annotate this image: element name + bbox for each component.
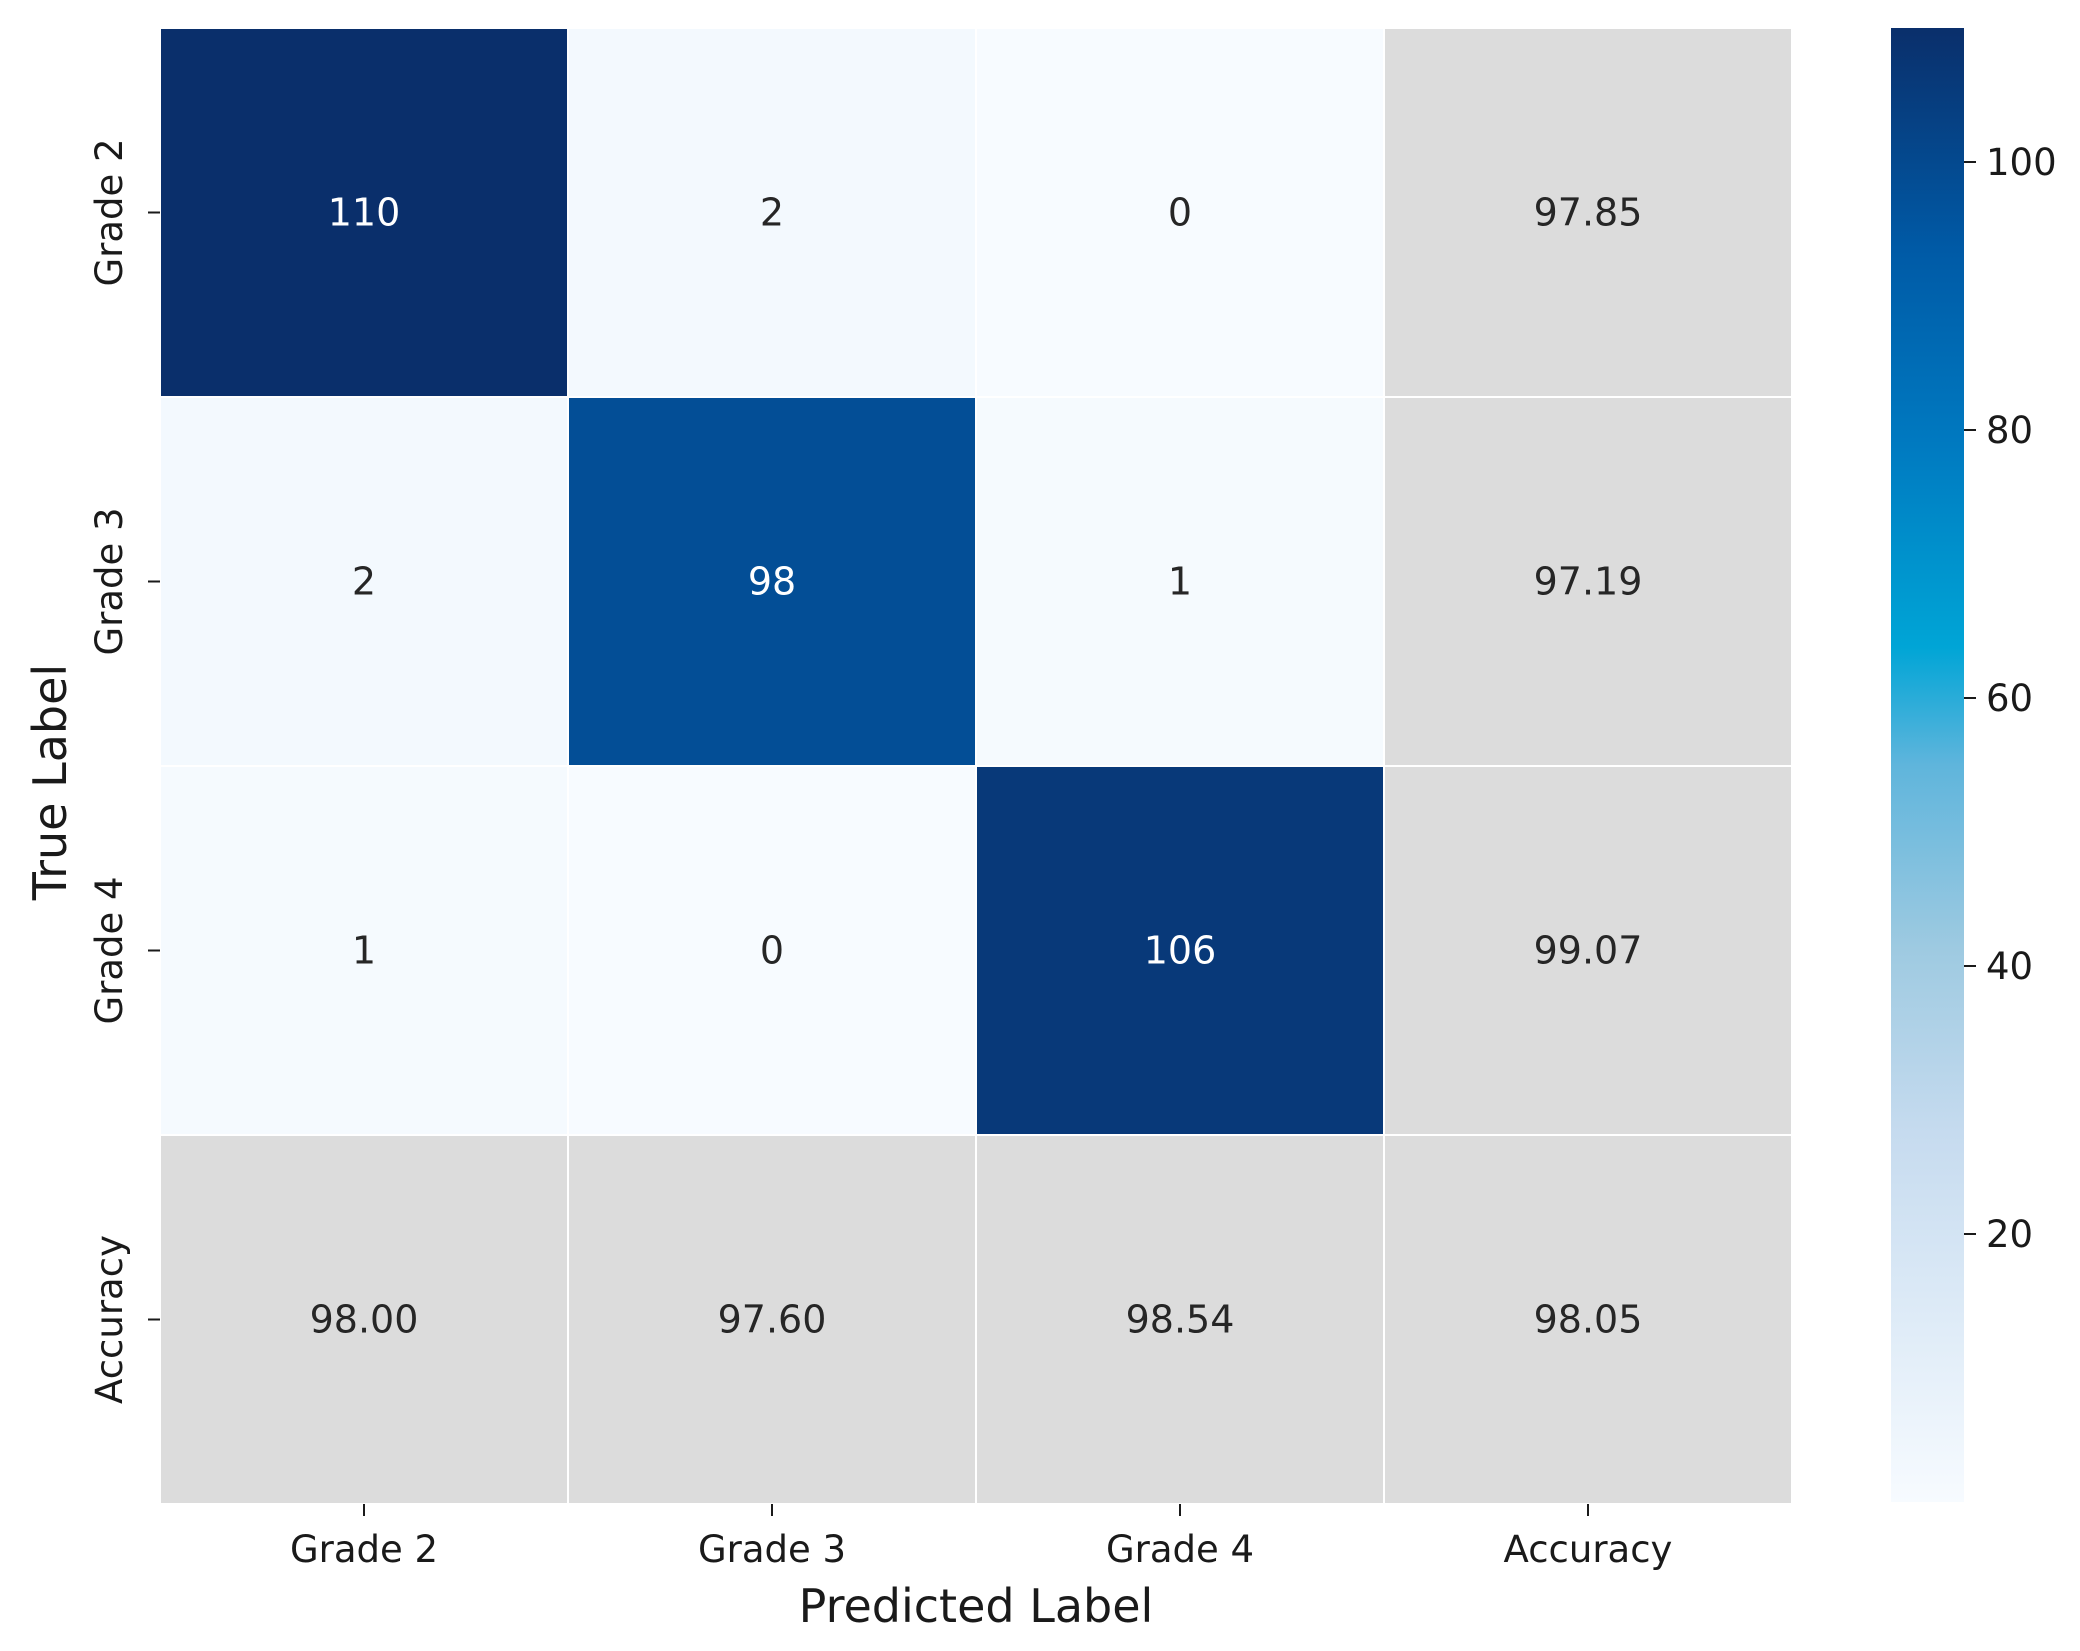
cell-grade-3-grade-3-value: 98 <box>748 560 796 604</box>
cell-grade-2-grade-3 <box>567 27 977 398</box>
colorbar-tick-label-80: 80 <box>1986 409 2033 452</box>
cell-grade-2-grade-4-value: 0 <box>1168 191 1192 235</box>
cell-accuracy-grade-4 <box>975 1134 1385 1505</box>
colorbar-tick-label-60: 60 <box>1986 677 2033 720</box>
x-axis-title: Predicted Label <box>799 1579 1154 1633</box>
y-axis-title: True Label <box>23 664 77 901</box>
cell-grade-3-grade-4-value: 1 <box>1168 560 1192 604</box>
cell-accuracy-grade-3 <box>567 1134 977 1505</box>
cell-grade-3-grade-2-value: 2 <box>352 560 376 604</box>
y-tick-label-grade-2: Grade 2 <box>88 138 131 286</box>
heatmap-cells <box>159 27 1793 1505</box>
cell-grade-3-accuracy-value: 97.19 <box>1534 560 1643 604</box>
cell-accuracy-grade-4-value: 98.54 <box>1126 1298 1235 1342</box>
cell-accuracy-grade-2-value: 98.00 <box>310 1298 419 1342</box>
cell-grade-2-accuracy-value: 97.85 <box>1534 191 1643 235</box>
colorbar <box>1891 28 1964 1502</box>
colorbar-tick-label-40: 40 <box>1986 945 2033 988</box>
colorbar-tick-label-100: 100 <box>1986 141 2057 184</box>
y-tick-label-grade-4: Grade 4 <box>88 876 131 1024</box>
x-tick-label-grade-4: Grade 4 <box>1106 1528 1254 1571</box>
cell-grade-4-grade-3-value: 0 <box>760 929 784 973</box>
y-tick-label-accuracy: Accuracy <box>88 1235 131 1404</box>
cell-accuracy-grade-2 <box>159 1134 569 1505</box>
colorbar-tick-label-20: 20 <box>1986 1213 2033 1256</box>
cell-grade-4-grade-4-value: 106 <box>1144 929 1217 973</box>
colorbar-ticks: 20 40 60 80 100 <box>1964 141 2057 1256</box>
x-tick-label-grade-3: Grade 3 <box>698 1528 846 1571</box>
cell-grade-4-grade-3 <box>567 765 977 1136</box>
cell-accuracy-grade-3-value: 97.60 <box>718 1298 827 1342</box>
cell-grade-3-grade-3 <box>567 396 977 767</box>
cell-grade-3-grade-2 <box>159 396 569 767</box>
cell-grade-2-accuracy <box>1383 27 1793 398</box>
cell-grade-2-grade-2-value: 110 <box>328 191 401 235</box>
y-axis-ticks: Grade 2 Grade 3 Grade 4 Accuracy <box>88 138 160 1404</box>
cell-accuracy-accuracy-value: 98.05 <box>1534 1298 1643 1342</box>
cell-grade-3-grade-4 <box>975 396 1385 767</box>
x-tick-label-accuracy: Accuracy <box>1504 1528 1673 1571</box>
x-tick-label-grade-2: Grade 2 <box>290 1528 438 1571</box>
cell-grade-2-grade-2 <box>159 27 569 398</box>
heatmap-cell-labels: 110 2 0 97.85 2 98 1 97.19 1 0 106 99.07 98.00 97.60 9… <box>310 191 1643 1342</box>
cell-grade-4-accuracy <box>1383 765 1793 1136</box>
y-tick-label-grade-3: Grade 3 <box>88 507 131 655</box>
cell-grade-4-accuracy-value: 99.07 <box>1534 929 1643 973</box>
cell-grade-3-accuracy <box>1383 396 1793 767</box>
x-axis-ticks: Grade 2 Grade 3 Grade 4 Accuracy <box>290 1504 1673 1571</box>
cell-grade-2-grade-3-value: 2 <box>760 191 784 235</box>
cell-grade-2-grade-4 <box>975 27 1385 398</box>
cell-grade-4-grade-2-value: 1 <box>352 929 376 973</box>
cell-accuracy-accuracy <box>1383 1134 1793 1505</box>
